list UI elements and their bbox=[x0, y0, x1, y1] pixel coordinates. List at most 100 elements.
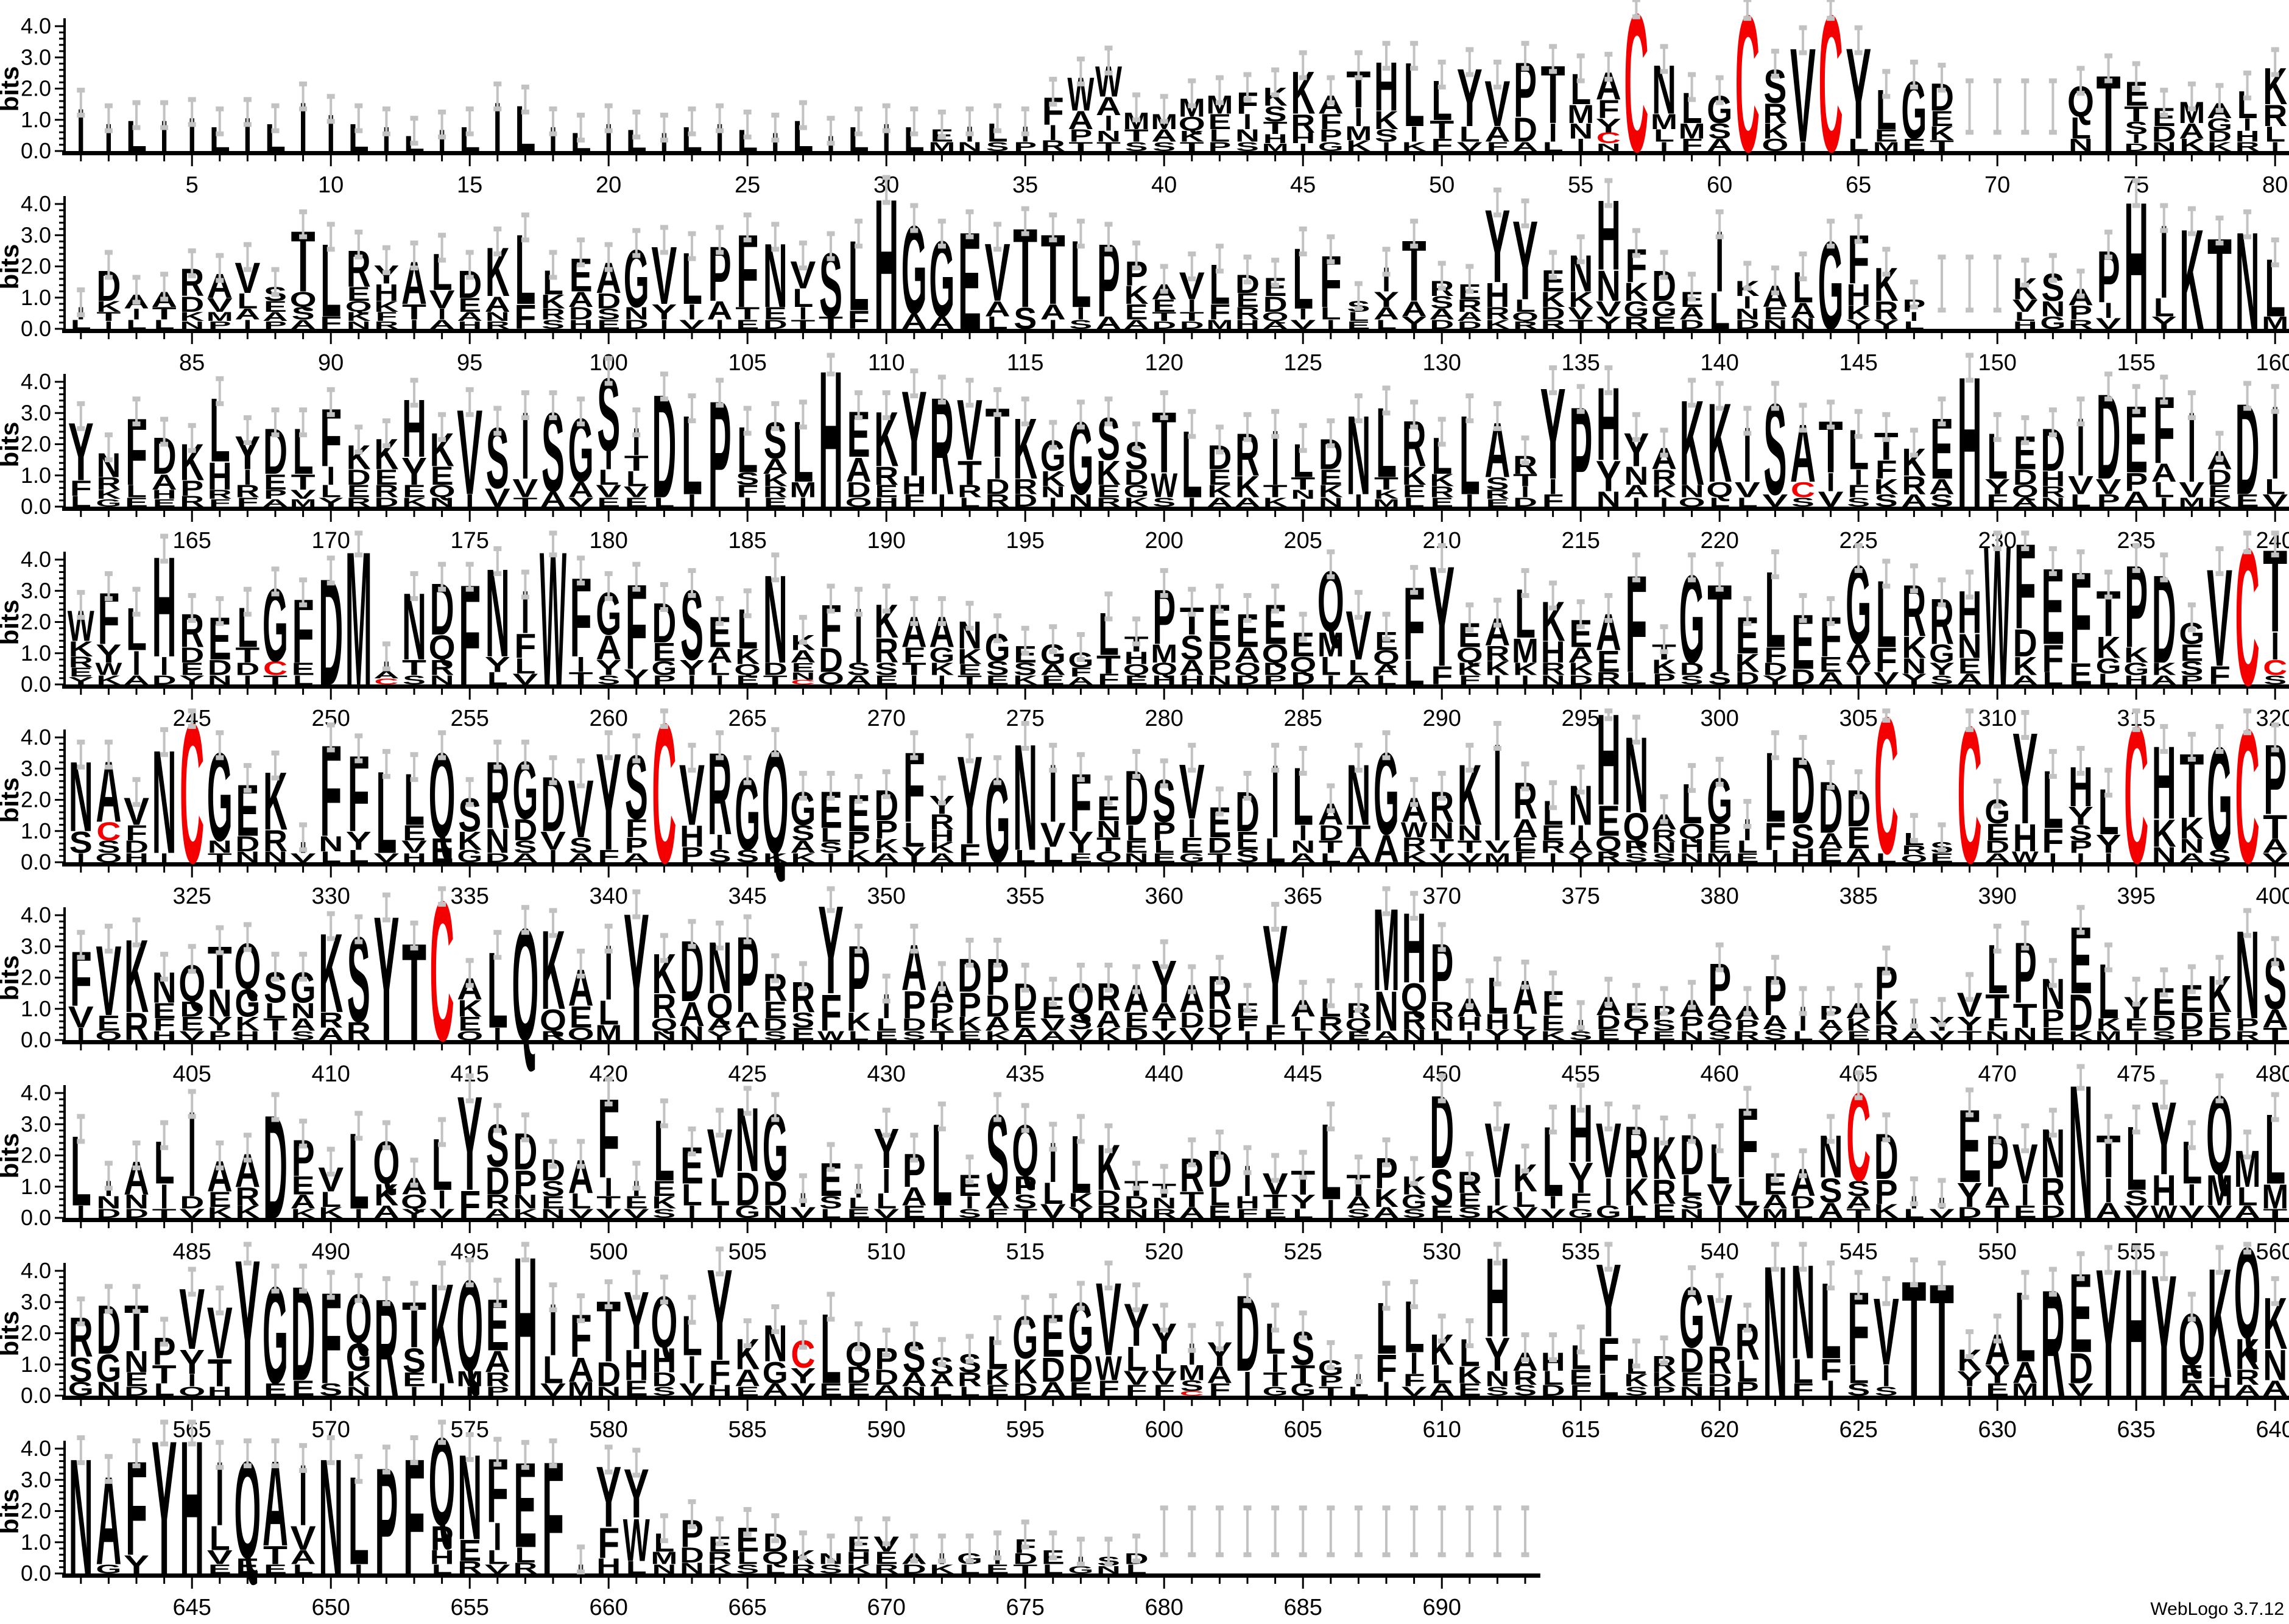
error-bar bbox=[216, 106, 224, 136]
x-tick bbox=[1913, 511, 1915, 517]
x-tick bbox=[1163, 511, 1165, 522]
x-tick bbox=[1969, 1400, 1971, 1406]
x-tick bbox=[358, 155, 360, 161]
x-tick bbox=[691, 333, 693, 339]
x-tick bbox=[2051, 689, 2054, 695]
x-tick bbox=[1830, 1400, 1832, 1406]
error-bar bbox=[382, 245, 390, 275]
x-tick bbox=[719, 333, 721, 339]
x-tick bbox=[1857, 1400, 1860, 1411]
residue-letter-I: I bbox=[1382, 139, 1391, 154]
x-tick bbox=[1052, 155, 1054, 161]
x-tick bbox=[1524, 1578, 1526, 1584]
x-tick bbox=[1218, 1044, 1221, 1050]
residue-letter-C: C bbox=[1819, 0, 1843, 193]
y-tick bbox=[59, 958, 65, 960]
y-tick bbox=[55, 412, 65, 414]
error-bar bbox=[2104, 53, 2113, 83]
y-tick-label: 1.0 bbox=[21, 107, 51, 132]
x-tick bbox=[635, 333, 638, 339]
x-tick bbox=[663, 1044, 665, 1050]
x-tick bbox=[1746, 511, 1749, 517]
x-tick bbox=[1385, 1044, 1388, 1050]
x-tick bbox=[996, 333, 999, 339]
residue-letter-H: H bbox=[374, 279, 398, 306]
x-tick bbox=[1746, 1222, 1749, 1228]
y-tick-label: 4.0 bbox=[21, 1258, 51, 1283]
residue-letter-V: V bbox=[1457, 139, 1483, 154]
y-tick bbox=[59, 1491, 65, 1494]
x-tick bbox=[107, 333, 110, 339]
x-tick bbox=[524, 511, 526, 517]
residue-letter-N: N bbox=[1096, 128, 1121, 145]
y-tick bbox=[55, 621, 65, 623]
error-bar bbox=[188, 248, 196, 278]
x-tick bbox=[607, 1044, 610, 1055]
x-tick bbox=[1024, 1400, 1026, 1411]
x-tick-label: 110 bbox=[868, 350, 905, 376]
error-bar bbox=[243, 242, 252, 272]
x-tick bbox=[1302, 689, 1304, 700]
x-tick bbox=[830, 333, 832, 339]
error-bar bbox=[937, 109, 946, 139]
error-bar bbox=[743, 109, 752, 139]
y-tick bbox=[59, 1192, 65, 1194]
x-tick bbox=[1996, 1400, 1998, 1411]
residue-letter-I: I bbox=[2271, 139, 2279, 154]
x-tick bbox=[1941, 1222, 1943, 1228]
x-tick bbox=[1969, 333, 1971, 339]
x-tick bbox=[191, 1044, 193, 1055]
residue-letter-A: A bbox=[1484, 122, 1510, 146]
x-tick bbox=[580, 689, 582, 695]
residue-letter-L: L bbox=[1459, 122, 1480, 146]
x-tick bbox=[774, 1400, 777, 1406]
x-tick bbox=[2024, 689, 2026, 695]
x-tick bbox=[1191, 1400, 1193, 1406]
x-tick bbox=[1469, 155, 1471, 161]
residue-letter-I: I bbox=[438, 124, 446, 158]
residue-letter-E: E bbox=[1208, 110, 1231, 134]
x-tick bbox=[885, 1578, 887, 1589]
x-tick bbox=[691, 689, 693, 695]
y-tick-label: 0.0 bbox=[21, 1205, 51, 1230]
y-tick bbox=[55, 1541, 65, 1544]
x-tick bbox=[580, 333, 582, 339]
y-tick-label: 4.0 bbox=[21, 725, 51, 750]
x-tick-label: 355 bbox=[1006, 884, 1044, 909]
y-tick bbox=[59, 602, 65, 605]
y-tick bbox=[59, 964, 65, 966]
x-tick bbox=[1691, 511, 1693, 517]
x-tick-label: 155 bbox=[2117, 350, 2155, 376]
x-tick bbox=[1357, 1578, 1360, 1584]
y-tick bbox=[55, 1447, 65, 1450]
x-tick-label: 405 bbox=[172, 1061, 211, 1087]
y-tick-label: 1.0 bbox=[21, 641, 51, 666]
x-tick bbox=[2274, 1400, 2276, 1411]
y-tick-label: 0.0 bbox=[21, 138, 51, 163]
residue-letter-A: A bbox=[1096, 92, 1121, 121]
x-tick bbox=[330, 155, 332, 166]
residue-letter-C: C bbox=[1624, 0, 1648, 193]
residue-letter-L: L bbox=[237, 289, 258, 313]
y-tick bbox=[59, 1388, 65, 1391]
x-tick-label: 620 bbox=[1700, 1417, 1738, 1443]
x-tick bbox=[274, 333, 277, 339]
y-tick bbox=[59, 113, 65, 114]
x-tick-label: 95 bbox=[457, 350, 482, 376]
x-tick bbox=[1469, 1222, 1471, 1228]
residue-letter-K: K bbox=[1180, 128, 1204, 145]
x-tick-label: 65 bbox=[1846, 172, 1871, 198]
residue-letter-T: T bbox=[1430, 115, 1454, 144]
x-tick bbox=[191, 333, 193, 344]
y-tick bbox=[59, 216, 65, 217]
residue-letter-D: D bbox=[2207, 128, 2232, 145]
error-bar bbox=[1715, 75, 1724, 105]
x-tick bbox=[1579, 155, 1582, 166]
y-tick bbox=[55, 265, 65, 267]
x-tick bbox=[802, 333, 804, 339]
x-tick bbox=[1469, 1400, 1471, 1406]
x-tick-label: 500 bbox=[589, 1239, 627, 1265]
